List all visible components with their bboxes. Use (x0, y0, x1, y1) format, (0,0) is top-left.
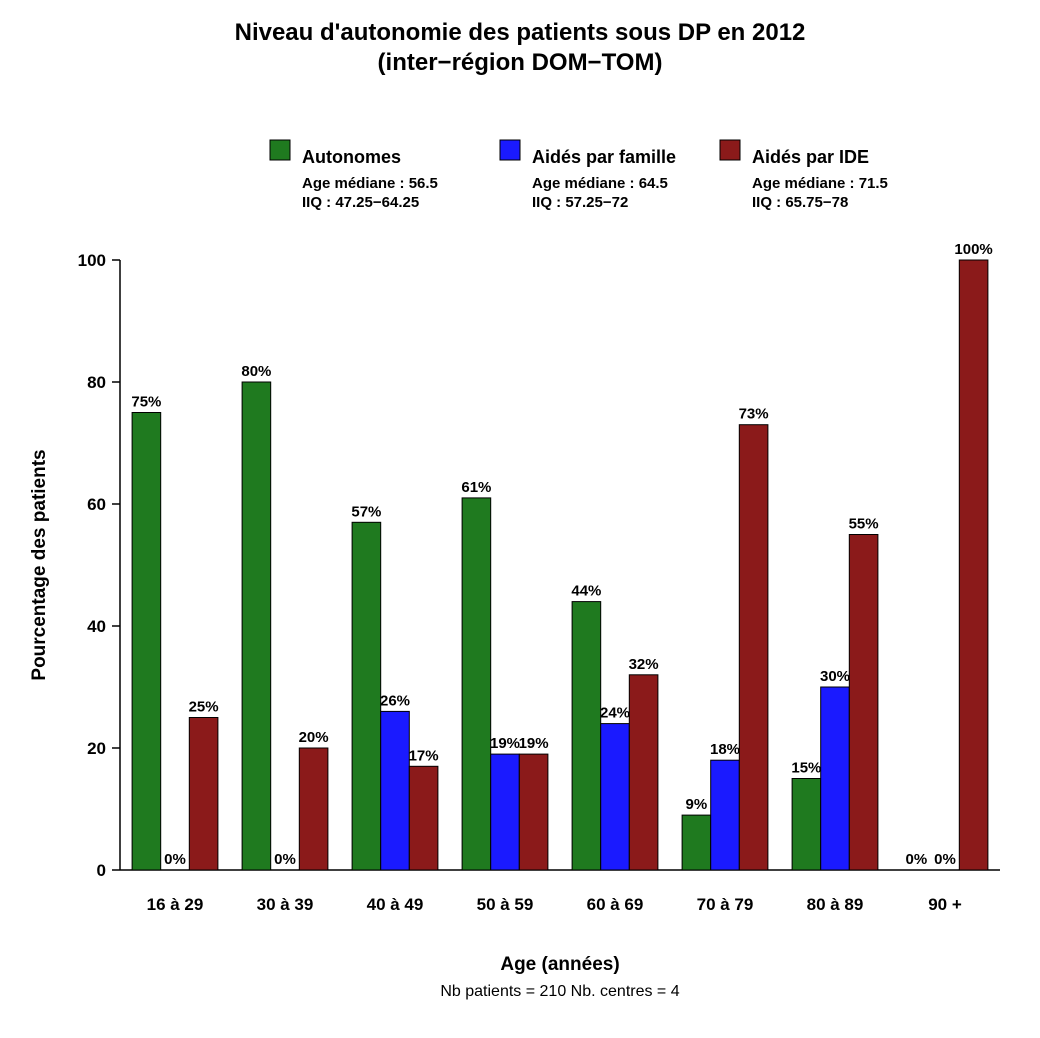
bar (711, 760, 740, 870)
bar (849, 535, 878, 871)
legend-swatch (720, 140, 740, 160)
bar-value-label: 75% (131, 394, 161, 411)
y-axis-label: Pourcentage des patients (29, 449, 50, 680)
bar-value-label: 0% (906, 851, 928, 868)
bar (519, 754, 548, 870)
x-tick-label: 50 à 59 (477, 895, 534, 914)
bar-value-label: 20% (299, 729, 329, 746)
bar-value-label: 0% (274, 851, 296, 868)
legend-iiq: IIQ : 47.25−64.25 (302, 194, 419, 211)
bar-value-label: 26% (380, 692, 410, 709)
bar-value-label: 9% (686, 796, 708, 813)
bar (409, 766, 438, 870)
y-tick-label: 0 (97, 861, 106, 880)
bar (299, 748, 328, 870)
legend-median: Age médiane : 71.5 (752, 175, 888, 192)
legend-iiq: IIQ : 57.25−72 (532, 194, 628, 211)
legend-iiq: IIQ : 65.75−78 (752, 194, 848, 211)
bar (572, 602, 601, 870)
bar-value-label: 73% (739, 406, 769, 423)
bar-value-label: 19% (519, 735, 549, 752)
bar (242, 382, 271, 870)
bar-value-label: 44% (571, 583, 601, 600)
x-axis-label: Age (années) (500, 954, 619, 975)
chart-title-line-2: (inter−région DOM−TOM) (378, 49, 663, 76)
y-tick-label: 100 (78, 251, 106, 270)
bar-value-label: 24% (600, 705, 630, 722)
bar (462, 498, 491, 870)
bar (601, 724, 630, 870)
bar-value-label: 25% (189, 699, 219, 716)
bar (381, 711, 410, 870)
bar (629, 675, 658, 870)
bar (491, 754, 520, 870)
bar (682, 815, 711, 870)
y-tick-label: 60 (87, 495, 106, 514)
legend-label: Aidés par IDE (752, 147, 869, 167)
legend-swatch (270, 140, 290, 160)
bar-value-label: 18% (710, 741, 740, 758)
legend-median: Age médiane : 64.5 (532, 175, 668, 192)
y-tick-label: 20 (87, 739, 106, 758)
bar (959, 260, 988, 870)
bar-value-label: 80% (241, 363, 271, 380)
x-tick-label: 80 à 89 (807, 895, 864, 914)
bar-value-label: 0% (164, 851, 186, 868)
bar-value-label: 19% (490, 735, 520, 752)
bar-value-label: 30% (820, 668, 850, 685)
bar (739, 425, 768, 870)
x-tick-label: 60 à 69 (587, 895, 644, 914)
y-tick-label: 40 (87, 617, 106, 636)
legend-label: Aidés par famille (532, 147, 676, 167)
x-tick-label: 90 + (928, 895, 962, 914)
bar-value-label: 17% (409, 747, 439, 764)
bar (821, 687, 850, 870)
bar (352, 522, 381, 870)
legend-label: Autonomes (302, 147, 401, 167)
y-tick-label: 80 (87, 373, 106, 392)
bar-value-label: 57% (351, 503, 381, 520)
bar-value-label: 0% (934, 851, 956, 868)
bar (132, 413, 161, 871)
bar-value-label: 15% (791, 760, 821, 777)
bar (792, 779, 821, 871)
bar-value-label: 32% (629, 656, 659, 673)
x-tick-label: 70 à 79 (697, 895, 754, 914)
bar-value-label: 55% (849, 516, 879, 533)
bar-value-label: 61% (461, 479, 491, 496)
chart-container: Niveau d'autonomie des patients sous DP … (0, 0, 1040, 1038)
bar-value-label: 100% (954, 241, 992, 258)
legend-swatch (500, 140, 520, 160)
x-tick-label: 40 à 49 (367, 895, 424, 914)
x-tick-label: 30 à 39 (257, 895, 314, 914)
bar-chart: Niveau d'autonomie des patients sous DP … (0, 0, 1040, 1038)
footer-text: Nb patients = 210 Nb. centres = 4 (440, 983, 679, 1000)
chart-title-line-1: Niveau d'autonomie des patients sous DP … (235, 19, 806, 46)
bar (189, 718, 218, 871)
x-tick-label: 16 à 29 (147, 895, 204, 914)
legend-median: Age médiane : 56.5 (302, 175, 438, 192)
